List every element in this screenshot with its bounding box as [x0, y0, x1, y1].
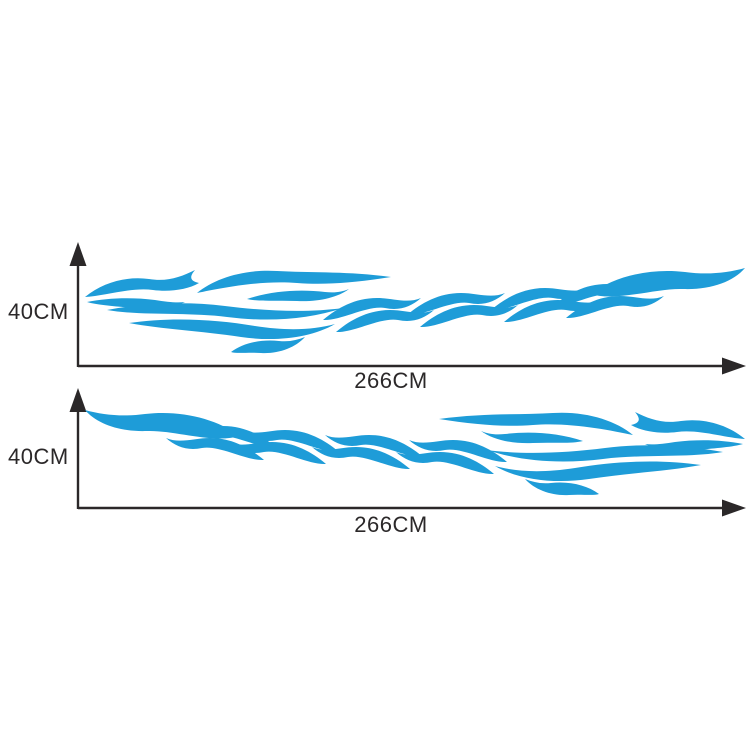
height-label-bottom: 40CM [8, 444, 69, 469]
up-arrow-icon [69, 388, 87, 412]
width-axis-top [78, 357, 746, 375]
width-label-top: 266CM [354, 368, 428, 393]
height-label-top: 40CM [8, 299, 69, 324]
up-arrow-icon [69, 242, 87, 266]
height-axis-bottom [69, 388, 87, 509]
right-arrow-icon [722, 357, 746, 375]
right-arrow-icon [722, 499, 746, 517]
flame-wave-decal-top [85, 268, 745, 353]
width-label-bottom: 266CM [354, 512, 428, 537]
height-axis-top [69, 242, 87, 367]
flame-wave-decal-bottom [85, 410, 745, 495]
width-axis-bottom [78, 499, 746, 517]
